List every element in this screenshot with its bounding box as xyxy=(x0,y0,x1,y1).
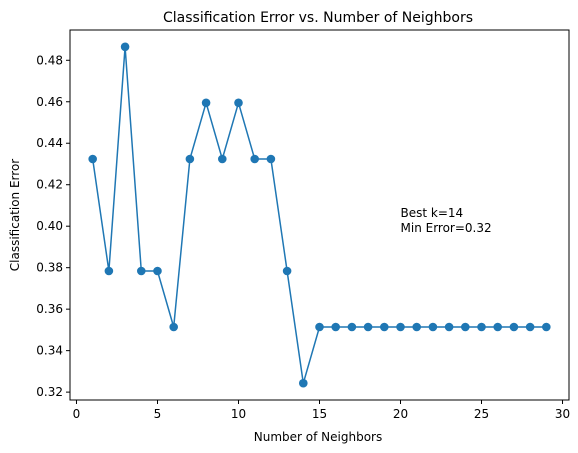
data-point xyxy=(509,322,519,332)
data-point xyxy=(88,154,97,164)
y-tick-label: 0.48 xyxy=(36,53,63,67)
annotation-text: Min Error=0.32 xyxy=(401,221,492,235)
data-point xyxy=(380,322,389,332)
data-point xyxy=(153,266,162,276)
y-tick-label: 0.46 xyxy=(36,95,63,109)
y-axis-label: Classification Error xyxy=(8,159,22,272)
x-tick-label: 0 xyxy=(73,407,81,421)
data-point xyxy=(185,154,195,164)
data-point xyxy=(444,322,454,332)
y-tick-label: 0.40 xyxy=(36,219,63,233)
data-point xyxy=(493,322,503,332)
x-axis: 0 5 10 15 20 25 30 xyxy=(73,400,570,421)
data-point xyxy=(347,322,357,332)
y-tick-label: 0.34 xyxy=(36,344,63,358)
plot-frame xyxy=(69,29,570,401)
x-tick-label: 25 xyxy=(474,407,489,421)
x-axis-label: Number of Neighbors xyxy=(254,430,382,444)
chart-title: Classification Error vs. Number of Neigh… xyxy=(163,10,473,26)
y-tick-label: 0.38 xyxy=(36,261,63,275)
data-point xyxy=(412,322,422,332)
data-point xyxy=(136,266,146,276)
data-point xyxy=(477,322,486,332)
data-point xyxy=(120,42,130,52)
y-tick-label: 0.36 xyxy=(36,302,63,316)
data-point xyxy=(169,322,178,332)
data-point xyxy=(234,98,243,108)
data-point xyxy=(542,322,551,332)
x-tick-label: 20 xyxy=(393,407,408,421)
data-point xyxy=(331,322,341,332)
x-tick-label: 15 xyxy=(312,407,327,421)
data-point xyxy=(525,322,535,332)
y-axis: 0.32 0.34 0.36 0.38 0.40 0.42 0.44 0.46 0.48 xyxy=(36,53,70,399)
data-point xyxy=(282,266,292,276)
y-tick-label: 0.32 xyxy=(36,385,63,399)
series-layer xyxy=(88,42,551,388)
y-tick-label: 0.44 xyxy=(36,136,63,150)
data-point xyxy=(315,322,324,332)
data-point xyxy=(104,266,114,276)
data-point xyxy=(250,154,259,164)
x-tick-label: 30 xyxy=(555,407,570,421)
y-tick-label: 0.42 xyxy=(36,178,63,192)
data-point xyxy=(298,378,308,388)
data-point xyxy=(201,98,211,108)
data-point xyxy=(363,322,373,332)
series-line xyxy=(91,46,547,384)
x-tick-label: 5 xyxy=(154,407,162,421)
data-point xyxy=(217,154,227,164)
data-point xyxy=(396,322,405,332)
annotation-text: Best k=14 xyxy=(401,206,464,220)
data-point xyxy=(266,154,276,164)
x-tick-label: 10 xyxy=(231,407,246,421)
data-point xyxy=(428,322,438,332)
data-point xyxy=(461,322,470,332)
